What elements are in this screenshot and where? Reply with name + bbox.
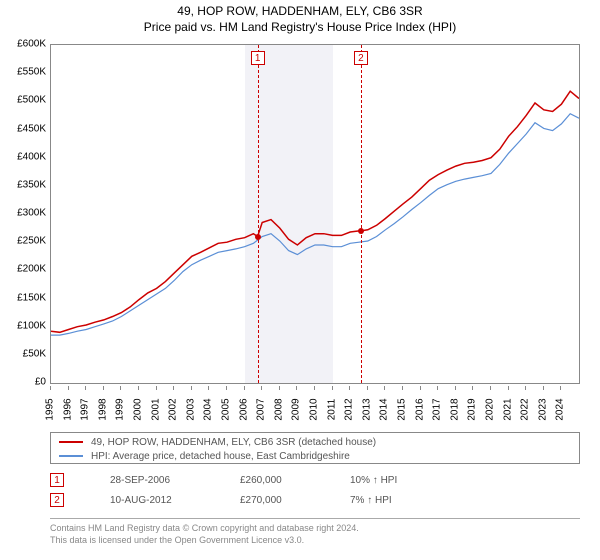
- sale-hpi: 10% ↑ HPI: [350, 475, 440, 486]
- legend-swatch-hpi: [59, 455, 83, 457]
- x-tick-label: 2020: [485, 398, 496, 420]
- footer-line2: This data is licensed under the Open Gov…: [50, 535, 580, 547]
- x-tick-label: 2016: [414, 398, 425, 420]
- legend-label-property: 49, HOP ROW, HADDENHAM, ELY, CB6 3SR (de…: [91, 437, 376, 448]
- sale-row: 2 10-AUG-2012 £270,000 7% ↑ HPI: [50, 490, 580, 510]
- sale-marker-vline: [361, 45, 362, 383]
- sale-hpi: 7% ↑ HPI: [350, 495, 440, 506]
- x-tick-label: 2001: [150, 398, 161, 420]
- sale-marker-flag: 2: [354, 51, 368, 65]
- chart-svg: [51, 45, 579, 383]
- x-tick-label: 2002: [168, 398, 179, 420]
- sale-row: 1 28-SEP-2006 £260,000 10% ↑ HPI: [50, 470, 580, 490]
- x-tick-label: 2009: [291, 398, 302, 420]
- sale-marker-dot: [358, 228, 364, 234]
- x-tick-label: 2003: [185, 398, 196, 420]
- y-tick-label: £500K: [17, 95, 46, 106]
- x-tick-label: 2006: [238, 398, 249, 420]
- legend-swatch-property: [59, 441, 83, 443]
- y-tick-label: £250K: [17, 236, 46, 247]
- x-tick-label: 2011: [326, 399, 337, 421]
- x-tick-label: 2019: [467, 398, 478, 420]
- x-tick-label: 2010: [309, 398, 320, 420]
- x-tick-label: 2013: [361, 398, 372, 420]
- x-tick-label: 2007: [256, 398, 267, 420]
- x-tick-label: 2014: [379, 398, 390, 420]
- y-tick-label: £100K: [17, 320, 46, 331]
- title-block: 49, HOP ROW, HADDENHAM, ELY, CB6 3SR Pri…: [0, 0, 600, 34]
- sale-price: £260,000: [240, 475, 310, 486]
- legend-label-hpi: HPI: Average price, detached house, East…: [91, 451, 350, 462]
- x-tick-label: 2024: [555, 398, 566, 420]
- footer-line1: Contains HM Land Registry data © Crown c…: [50, 523, 580, 535]
- sale-marker-dot: [255, 234, 261, 240]
- x-axis: 1995199619971998199920002001200220032004…: [50, 386, 580, 436]
- x-tick-label: 2005: [221, 398, 232, 420]
- legend-row-hpi: HPI: Average price, detached house, East…: [59, 449, 571, 463]
- sale-marker-icon: 1: [50, 473, 64, 487]
- x-tick-label: 2021: [502, 398, 513, 420]
- sale-marker-icon: 2: [50, 493, 64, 507]
- sale-price: £270,000: [240, 495, 310, 506]
- sale-date: 10-AUG-2012: [110, 495, 200, 506]
- x-tick-label: 1997: [80, 398, 91, 420]
- x-tick-label: 2017: [432, 398, 443, 420]
- x-tick-label: 2004: [203, 398, 214, 420]
- title-address: 49, HOP ROW, HADDENHAM, ELY, CB6 3SR: [0, 4, 600, 18]
- x-tick-label: 1996: [62, 398, 73, 420]
- y-tick-label: £450K: [17, 123, 46, 134]
- chart-plot-area: 12: [50, 44, 580, 384]
- x-tick-label: 2022: [520, 398, 531, 420]
- x-tick-label: 2023: [537, 398, 548, 420]
- x-tick-label: 2012: [344, 398, 355, 420]
- x-tick-label: 2015: [397, 398, 408, 420]
- y-tick-label: £50K: [23, 348, 46, 359]
- series-line-hpi: [51, 114, 579, 335]
- y-tick-label: £200K: [17, 264, 46, 275]
- sale-marker-flag: 1: [251, 51, 265, 65]
- sale-table: 1 28-SEP-2006 £260,000 10% ↑ HPI 2 10-AU…: [50, 470, 580, 510]
- legend-row-property: 49, HOP ROW, HADDENHAM, ELY, CB6 3SR (de…: [59, 435, 571, 449]
- x-tick-label: 2008: [273, 398, 284, 420]
- x-tick-label: 1999: [115, 398, 126, 420]
- legend: 49, HOP ROW, HADDENHAM, ELY, CB6 3SR (de…: [50, 432, 580, 464]
- x-tick-label: 2018: [449, 398, 460, 420]
- x-tick-label: 2000: [133, 398, 144, 420]
- chart-container: 49, HOP ROW, HADDENHAM, ELY, CB6 3SR Pri…: [0, 0, 600, 560]
- title-subtitle: Price paid vs. HM Land Registry's House …: [0, 20, 600, 34]
- sale-date: 28-SEP-2006: [110, 475, 200, 486]
- y-tick-label: £600K: [17, 39, 46, 50]
- y-tick-label: £300K: [17, 208, 46, 219]
- y-axis: £0£50K£100K£150K£200K£250K£300K£350K£400…: [0, 44, 50, 384]
- footer: Contains HM Land Registry data © Crown c…: [50, 518, 580, 546]
- series-line-property: [51, 91, 579, 332]
- y-tick-label: £400K: [17, 151, 46, 162]
- y-tick-label: £550K: [17, 67, 46, 78]
- x-tick-label: 1995: [45, 398, 56, 420]
- y-tick-label: £0: [35, 377, 46, 388]
- x-tick-label: 1998: [97, 398, 108, 420]
- y-tick-label: £150K: [17, 292, 46, 303]
- y-tick-label: £350K: [17, 179, 46, 190]
- sale-marker-vline: [258, 45, 259, 383]
